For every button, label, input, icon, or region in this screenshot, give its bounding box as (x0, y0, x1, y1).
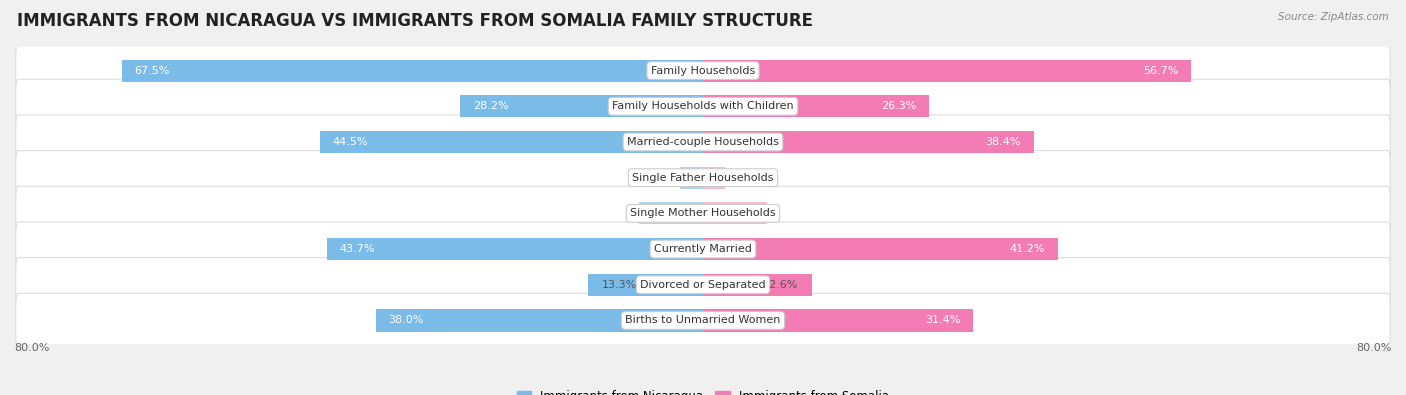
Text: 41.2%: 41.2% (1010, 244, 1045, 254)
Bar (703, 309, 973, 331)
Text: 28.2%: 28.2% (472, 101, 509, 111)
Text: 80.0%: 80.0% (1357, 342, 1392, 353)
Text: 31.4%: 31.4% (925, 316, 960, 325)
Text: 7.4%: 7.4% (725, 209, 754, 218)
Text: 67.5%: 67.5% (135, 66, 170, 75)
Bar (703, 60, 1191, 82)
FancyBboxPatch shape (15, 186, 1391, 241)
Bar (703, 274, 811, 296)
Text: Currently Married: Currently Married (654, 244, 752, 254)
Text: 43.7%: 43.7% (340, 244, 375, 254)
Text: 7.4%: 7.4% (652, 209, 681, 218)
Text: 38.4%: 38.4% (986, 137, 1021, 147)
Text: Source: ZipAtlas.com: Source: ZipAtlas.com (1278, 12, 1389, 22)
Text: Single Mother Households: Single Mother Households (630, 209, 776, 218)
FancyBboxPatch shape (15, 115, 1391, 169)
Text: 38.0%: 38.0% (388, 316, 425, 325)
FancyBboxPatch shape (15, 258, 1391, 312)
Text: 44.5%: 44.5% (333, 137, 368, 147)
Bar (703, 167, 724, 189)
Text: Family Households: Family Households (651, 66, 755, 75)
Bar (460, 95, 703, 117)
Legend: Immigrants from Nicaragua, Immigrants from Somalia: Immigrants from Nicaragua, Immigrants fr… (517, 390, 889, 395)
Text: Family Households with Children: Family Households with Children (612, 101, 794, 111)
FancyBboxPatch shape (15, 43, 1391, 98)
FancyBboxPatch shape (15, 293, 1391, 348)
Text: 13.3%: 13.3% (602, 280, 637, 290)
Bar (640, 202, 703, 224)
Bar (703, 131, 1033, 153)
Bar (679, 167, 703, 189)
Bar (703, 202, 766, 224)
Text: 12.6%: 12.6% (763, 280, 799, 290)
Text: 26.3%: 26.3% (882, 101, 917, 111)
Bar (589, 274, 703, 296)
FancyBboxPatch shape (15, 222, 1391, 276)
Text: Single Father Households: Single Father Households (633, 173, 773, 182)
Bar (703, 95, 929, 117)
Bar (319, 131, 703, 153)
FancyBboxPatch shape (15, 150, 1391, 205)
Bar (122, 60, 703, 82)
Text: 80.0%: 80.0% (14, 342, 49, 353)
FancyBboxPatch shape (15, 79, 1391, 134)
Text: Divorced or Separated: Divorced or Separated (640, 280, 766, 290)
Bar (375, 309, 703, 331)
Text: 56.7%: 56.7% (1143, 66, 1178, 75)
Text: Married-couple Households: Married-couple Households (627, 137, 779, 147)
Text: 2.5%: 2.5% (683, 173, 711, 182)
Text: Births to Unmarried Women: Births to Unmarried Women (626, 316, 780, 325)
Bar (326, 238, 703, 260)
Text: IMMIGRANTS FROM NICARAGUA VS IMMIGRANTS FROM SOMALIA FAMILY STRUCTURE: IMMIGRANTS FROM NICARAGUA VS IMMIGRANTS … (17, 12, 813, 30)
Text: 2.7%: 2.7% (693, 173, 721, 182)
Bar (703, 238, 1057, 260)
